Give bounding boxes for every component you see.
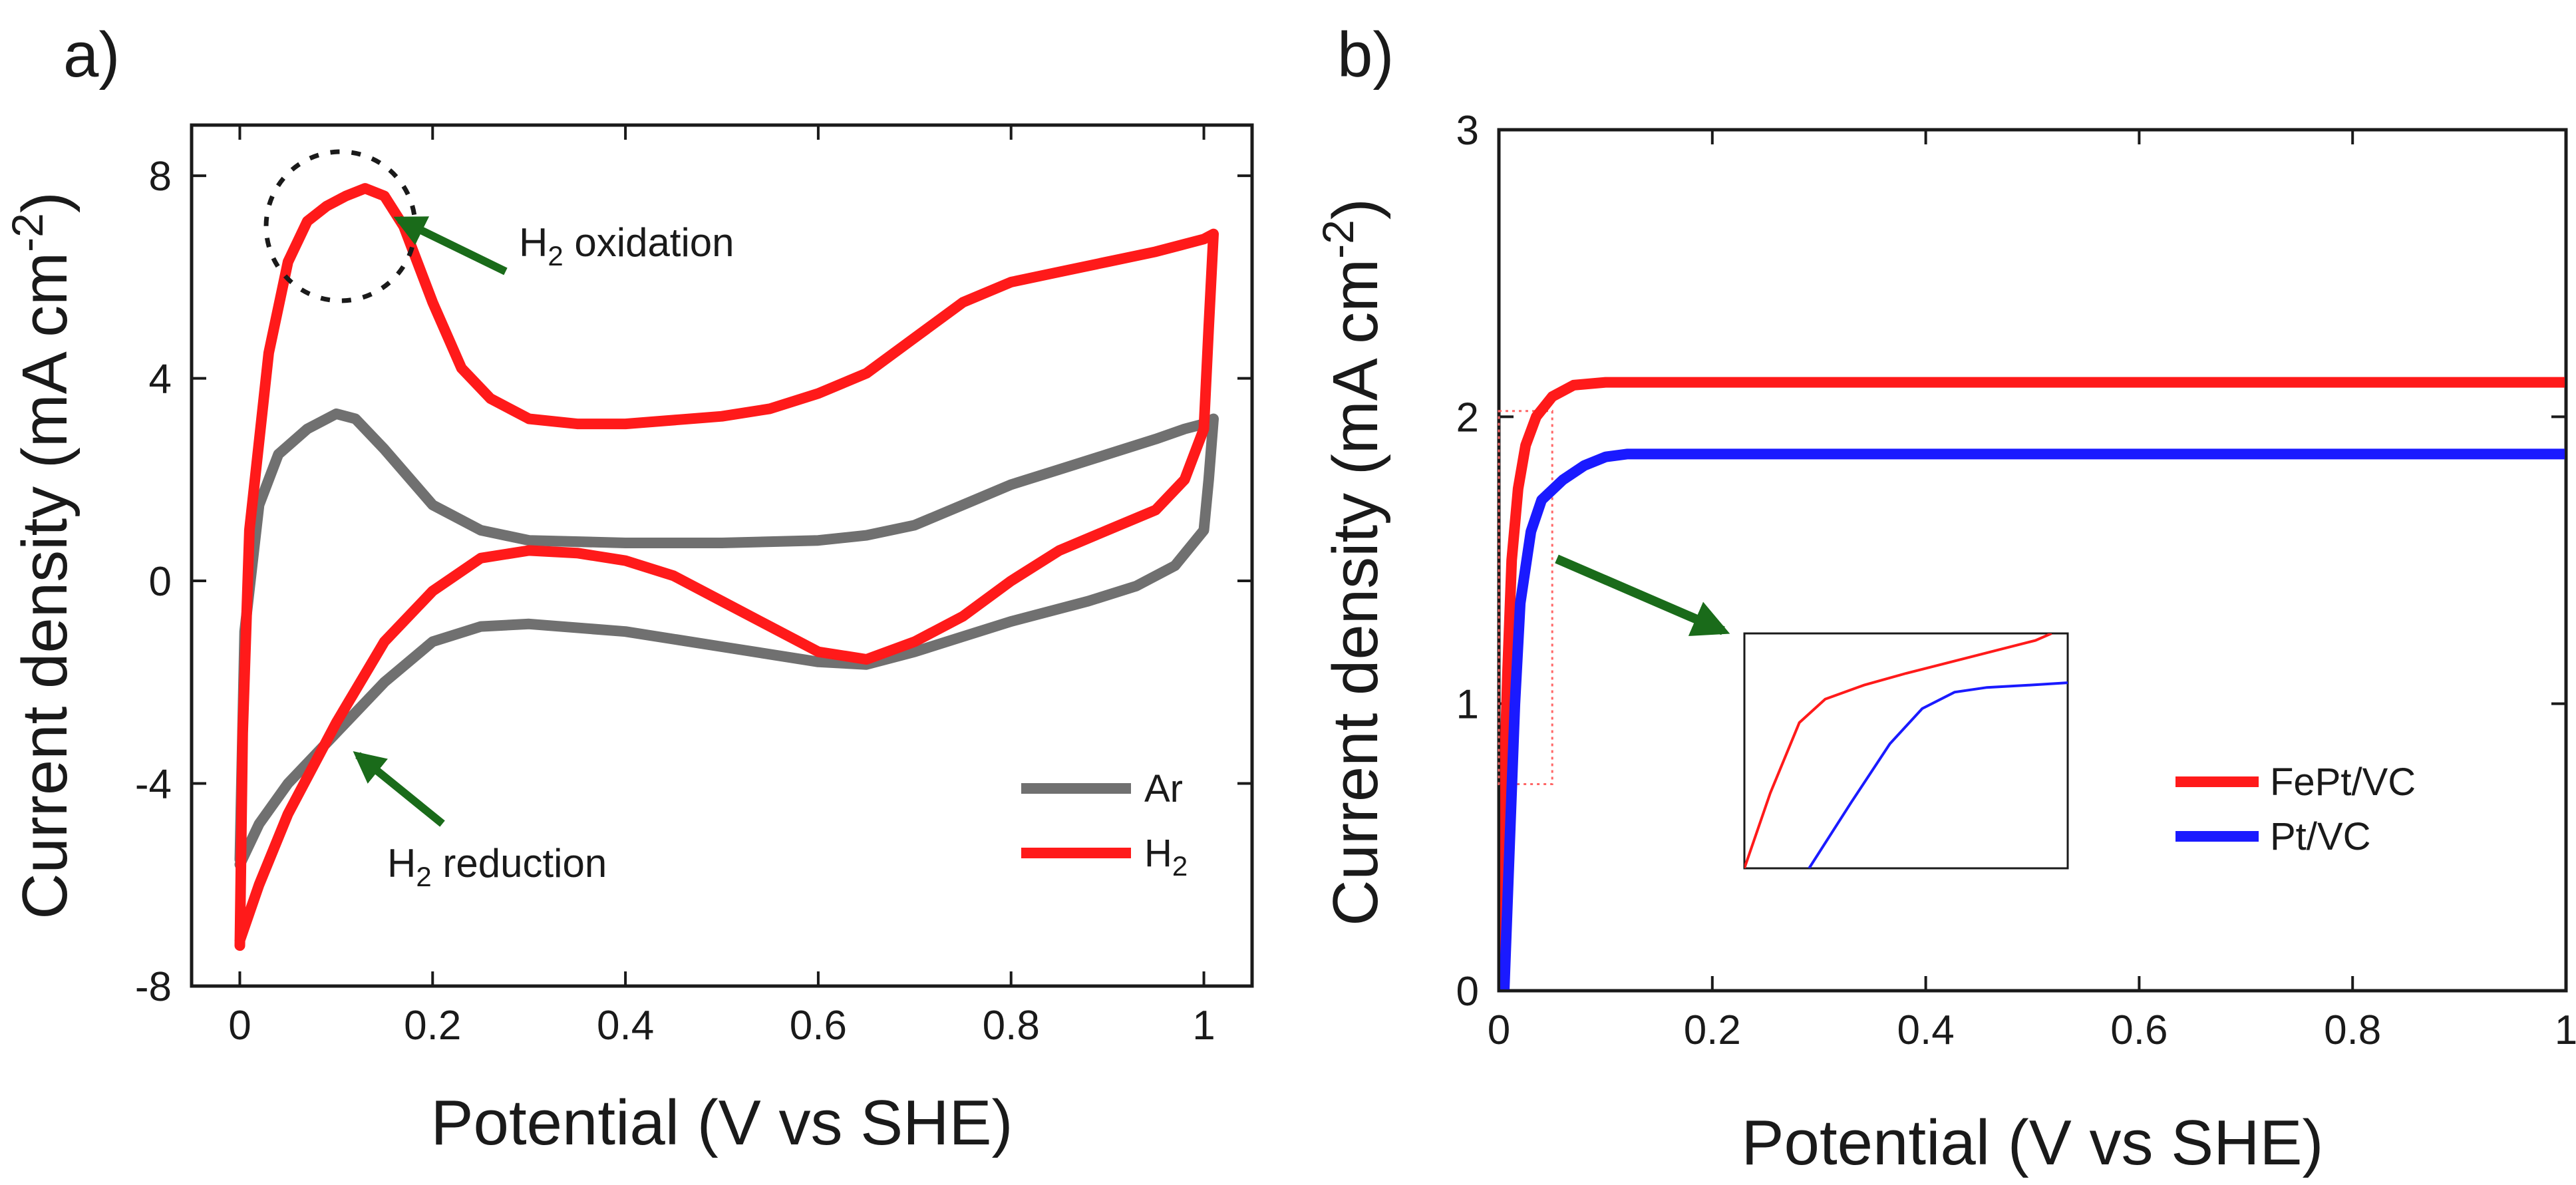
a-y-tick-label: -4 [135,762,172,808]
b-x-tick-label: 0.6 [2110,1007,2168,1053]
b-y-tick-label: 3 [1456,108,1479,154]
a-x-tick-label: 1 [1192,1003,1215,1049]
zoom-region-box [1498,410,1553,785]
panel-a-x-axis-title: Potential (V vs SHE) [431,1087,1013,1158]
panel-a-y-ticks: -8 -4 0 4 8 [135,154,1252,1010]
zoom-inset [1743,632,2069,870]
a-x-tick-label: 0.4 [597,1003,654,1049]
b-y-tick-label: 1 [1456,682,1479,728]
a-x-tick-label: 0.8 [983,1003,1040,1049]
oxidation-peak-highlight-circle [263,149,418,303]
panel-b-x-axis-title: Potential (V vs SHE) [1742,1107,2324,1178]
legend-label-ar: Ar [1144,767,1183,810]
b-x-tick-label: 1 [2555,1007,2576,1053]
panel-b-plot-frame [1497,128,2568,993]
panel-b-legend: FePt/VC Pt/VC [2175,761,2416,858]
pt-vc-curve [1500,448,2565,989]
panel-a-y-axis-title: Current density (mA cm-2) [3,192,80,920]
b-x-tick-label: 0.4 [1897,1007,1954,1053]
reduction-arrow-icon [353,751,445,827]
oxidation-annotation: H2 oxidation [519,220,734,271]
zoom-arrow-icon [1555,554,1730,636]
panel-b-x-ticks: 0 0.2 0.4 0.6 0.8 1 [1488,130,2576,1053]
b-x-tick-label: 0.8 [2324,1007,2381,1053]
legend-label-pt-vc: Pt/VC [2270,815,2371,858]
reduction-annotation: H2 reduction [387,841,607,892]
panel-b-y-ticks: 0 1 2 3 [1456,108,2566,1015]
panel-a-plot-frame [190,123,1254,988]
a-y-tick-label: -8 [135,964,172,1010]
b-y-tick-label: 0 [1456,969,1479,1015]
a-y-tick-label: 4 [149,357,172,403]
oxidation-arrow-icon [393,216,508,275]
a-y-tick-label: 8 [149,154,172,200]
zoom-inset-frame [1743,632,2069,870]
panel-b-y-axis-title: Current density (mA cm-2) [1313,198,1391,926]
panel-a-legend: Ar H2 [1021,767,1188,882]
a-x-tick-label: 0 [228,1003,251,1049]
panel-a-x-ticks: 0 0.2 0.4 0.6 0.8 1 [228,125,1215,1049]
a-y-tick-label: 0 [149,559,172,605]
inset-fept-vc-curve [1744,633,2052,868]
panel-b-label: b) [1337,19,1394,90]
legend-label-h2: H2 [1144,832,1188,882]
a-x-tick-label: 0.2 [404,1003,461,1049]
b-x-tick-label: 0.2 [1684,1007,1741,1053]
h2-curve [234,183,1219,951]
panel-b: b) 0 1 2 3 0 0.2 0.4 0.6 0.8 1 FePt/VC Pt/VC Pot… [1313,19,2576,1178]
b-x-tick-label: 0 [1488,1007,1510,1053]
panel-a: a) -8 -4 0 4 8 0 0.2 0.4 0.6 0.8 1 H2 oxidation H… [3,19,1254,1158]
fept-vc-curve [1500,377,2565,989]
b-y-tick-label: 2 [1456,395,1479,440]
inset-pt-vc-curve [1808,681,2068,868]
panel-a-label: a) [63,19,120,90]
legend-label-fept-vc: FePt/VC [2270,761,2416,804]
a-x-tick-label: 0.6 [790,1003,847,1049]
